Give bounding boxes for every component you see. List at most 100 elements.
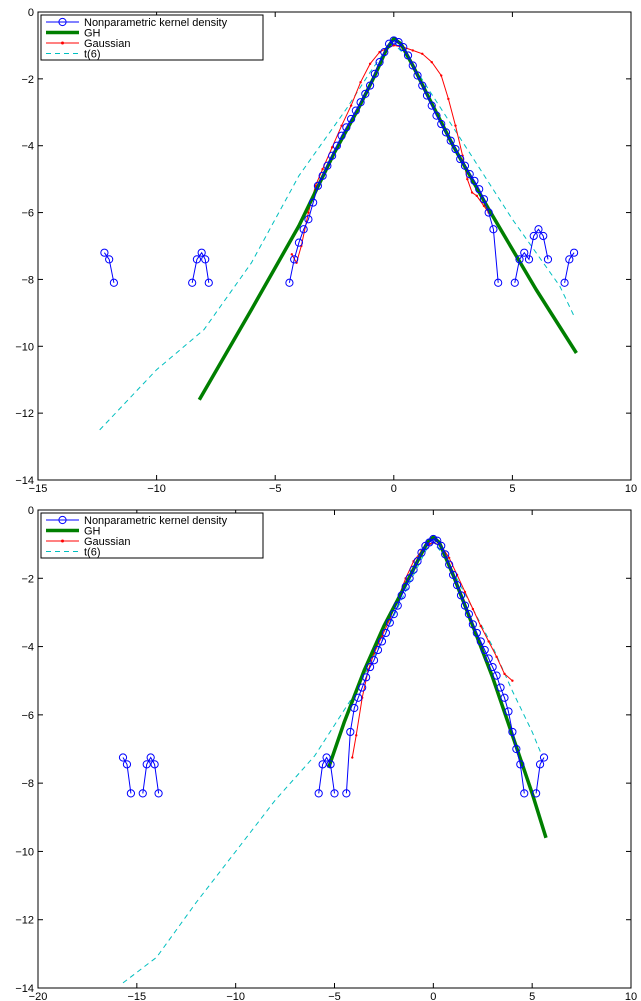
kde-point (418, 81, 427, 90)
kde-point (520, 248, 529, 257)
kde-point (529, 231, 538, 241)
kde-point (399, 43, 408, 52)
kde-point (100, 248, 109, 257)
kde-point (142, 760, 151, 769)
kde-point (441, 550, 450, 559)
gaussian-point (471, 607, 475, 611)
kde-point (323, 161, 332, 170)
kde-point (332, 141, 341, 150)
y-tick-label: −12 (15, 915, 34, 927)
kde-point (484, 654, 493, 663)
kde-point (405, 574, 414, 583)
kde-point (520, 789, 529, 798)
kde-point (456, 591, 466, 600)
legend-marker (61, 41, 64, 45)
t6-line (122, 541, 543, 984)
kde-point (532, 789, 541, 798)
kde-point (304, 215, 313, 224)
gaussian-point (359, 81, 362, 84)
kde-point (460, 161, 470, 170)
kde-point (488, 662, 497, 672)
kde-point (342, 789, 351, 798)
kde-point (446, 136, 455, 145)
x-tick-label: −10 (226, 991, 245, 1001)
gaussian-point (340, 124, 343, 127)
y-tick-label: −4 (21, 642, 34, 654)
kde-point (313, 181, 322, 190)
kde-point (409, 565, 418, 574)
legend-label: Gaussian (84, 536, 130, 548)
kde-point (393, 601, 402, 610)
kde-line (535, 757, 545, 794)
kde-point (328, 151, 337, 160)
gaussian-point (466, 177, 469, 181)
x-tick-label: 10 (625, 483, 637, 495)
kde-point (105, 255, 114, 264)
gaussian-point (430, 60, 433, 64)
gaussian-point (349, 104, 353, 107)
kde-point (122, 760, 132, 769)
series-t-6- (122, 541, 543, 984)
gaussian-point (368, 62, 372, 66)
kde-point (516, 760, 525, 769)
legend-marker (58, 515, 67, 525)
y-tick-label: 0 (28, 505, 34, 517)
legend-label: Gaussian (84, 38, 130, 50)
kde-point (484, 208, 493, 217)
series-gh (197, 36, 578, 401)
kde-point (350, 703, 359, 713)
y-tick-label: −6 (21, 710, 34, 722)
y-tick-label: −2 (21, 74, 34, 86)
kde-point (369, 656, 379, 665)
y-tick-label: −10 (15, 341, 34, 353)
y-tick-label: −10 (15, 846, 34, 858)
legend-label: t(6) (84, 547, 101, 559)
kde-point (494, 278, 503, 287)
kde-point (294, 238, 304, 247)
gh-line (197, 36, 578, 401)
y-tick-label: 0 (28, 7, 34, 19)
kde-point (299, 225, 308, 234)
kde-point (385, 618, 394, 627)
kde-point (351, 106, 360, 115)
kde-point (492, 671, 501, 680)
gaussian-point (470, 191, 474, 194)
kde-point (326, 760, 335, 769)
gaussian-point (378, 50, 381, 54)
kde-point (197, 248, 206, 257)
kde-point (479, 195, 489, 204)
kde-point (464, 610, 474, 619)
kde-line (142, 756, 160, 794)
x-tick-label: −5 (269, 483, 282, 495)
kde-point (504, 707, 513, 716)
kde-point (314, 789, 323, 798)
kde-point (138, 789, 147, 798)
gaussian-point (440, 74, 443, 77)
kde-point (569, 248, 579, 257)
kde-point (403, 51, 413, 60)
kde-point (318, 760, 327, 769)
x-tick-label: 5 (509, 483, 515, 495)
gaussian-point (447, 97, 450, 101)
series-nonparametric-kernel-density (118, 534, 549, 798)
kde-point (109, 278, 119, 287)
kde-point (437, 541, 446, 550)
kde-point (475, 185, 484, 194)
legend: Nonparametric kernel densityGHGaussiant(… (40, 14, 264, 61)
kde-point (330, 789, 339, 798)
gaussian-point (475, 194, 479, 198)
gaussian-point (463, 590, 467, 594)
x-tick-label: −10 (147, 483, 166, 495)
x-tick-label: 0 (430, 991, 436, 1001)
kde-point (437, 119, 446, 129)
kde-point (510, 278, 519, 287)
kde-point (456, 154, 465, 164)
axes: −20 −15 −10 −5 0 5 10−14−12−10−8−6−4−20 (15, 505, 637, 1001)
kde-point (347, 114, 356, 124)
kde-point (192, 255, 202, 264)
kde-point (512, 744, 521, 754)
kde-point (354, 693, 363, 702)
kde-point (535, 760, 545, 769)
y-tick-label: −4 (21, 141, 34, 153)
plot-frame (37, 11, 632, 481)
